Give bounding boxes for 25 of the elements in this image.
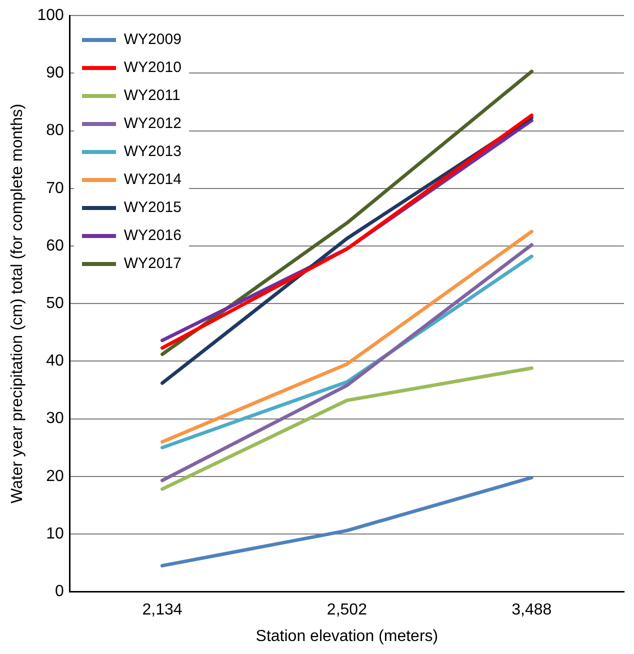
y-tick-label: 30	[46, 410, 64, 428]
legend-label: WY2012	[124, 115, 182, 132]
x-axis-title: Station elevation (meters)	[256, 628, 438, 645]
x-tick-label: 2,502	[326, 602, 368, 619]
x-tick-label: 3,488	[512, 602, 552, 619]
y-tick-label: 100	[37, 7, 64, 24]
y-tick-label: 40	[46, 352, 64, 370]
y-tick-label: 10	[46, 525, 64, 542]
legend-label: WY2013	[124, 143, 182, 160]
y-tick-label: 60	[46, 237, 64, 254]
legend-label: WY2010	[124, 59, 182, 76]
y-axis-title: Water year precipitation (cm) total (for complete months)	[9, 104, 26, 504]
y-tick-label: 70	[46, 180, 64, 197]
legend-label: WY2009	[124, 31, 182, 48]
legend-label: WY2014	[124, 171, 182, 188]
y-tick-label: 20	[46, 468, 64, 485]
x-tick-label: 2,134	[142, 602, 182, 619]
y-tick-label: 90	[46, 64, 64, 82]
y-tick-label: 50	[46, 295, 64, 312]
y-tick-label: 0	[54, 583, 64, 600]
y-tick-label: 80	[46, 122, 64, 140]
legend-label: WY2017	[124, 255, 182, 272]
legend-label: WY2016	[124, 227, 182, 244]
legend-label: WY2015	[124, 199, 182, 216]
legend-label: WY2011	[124, 87, 180, 104]
